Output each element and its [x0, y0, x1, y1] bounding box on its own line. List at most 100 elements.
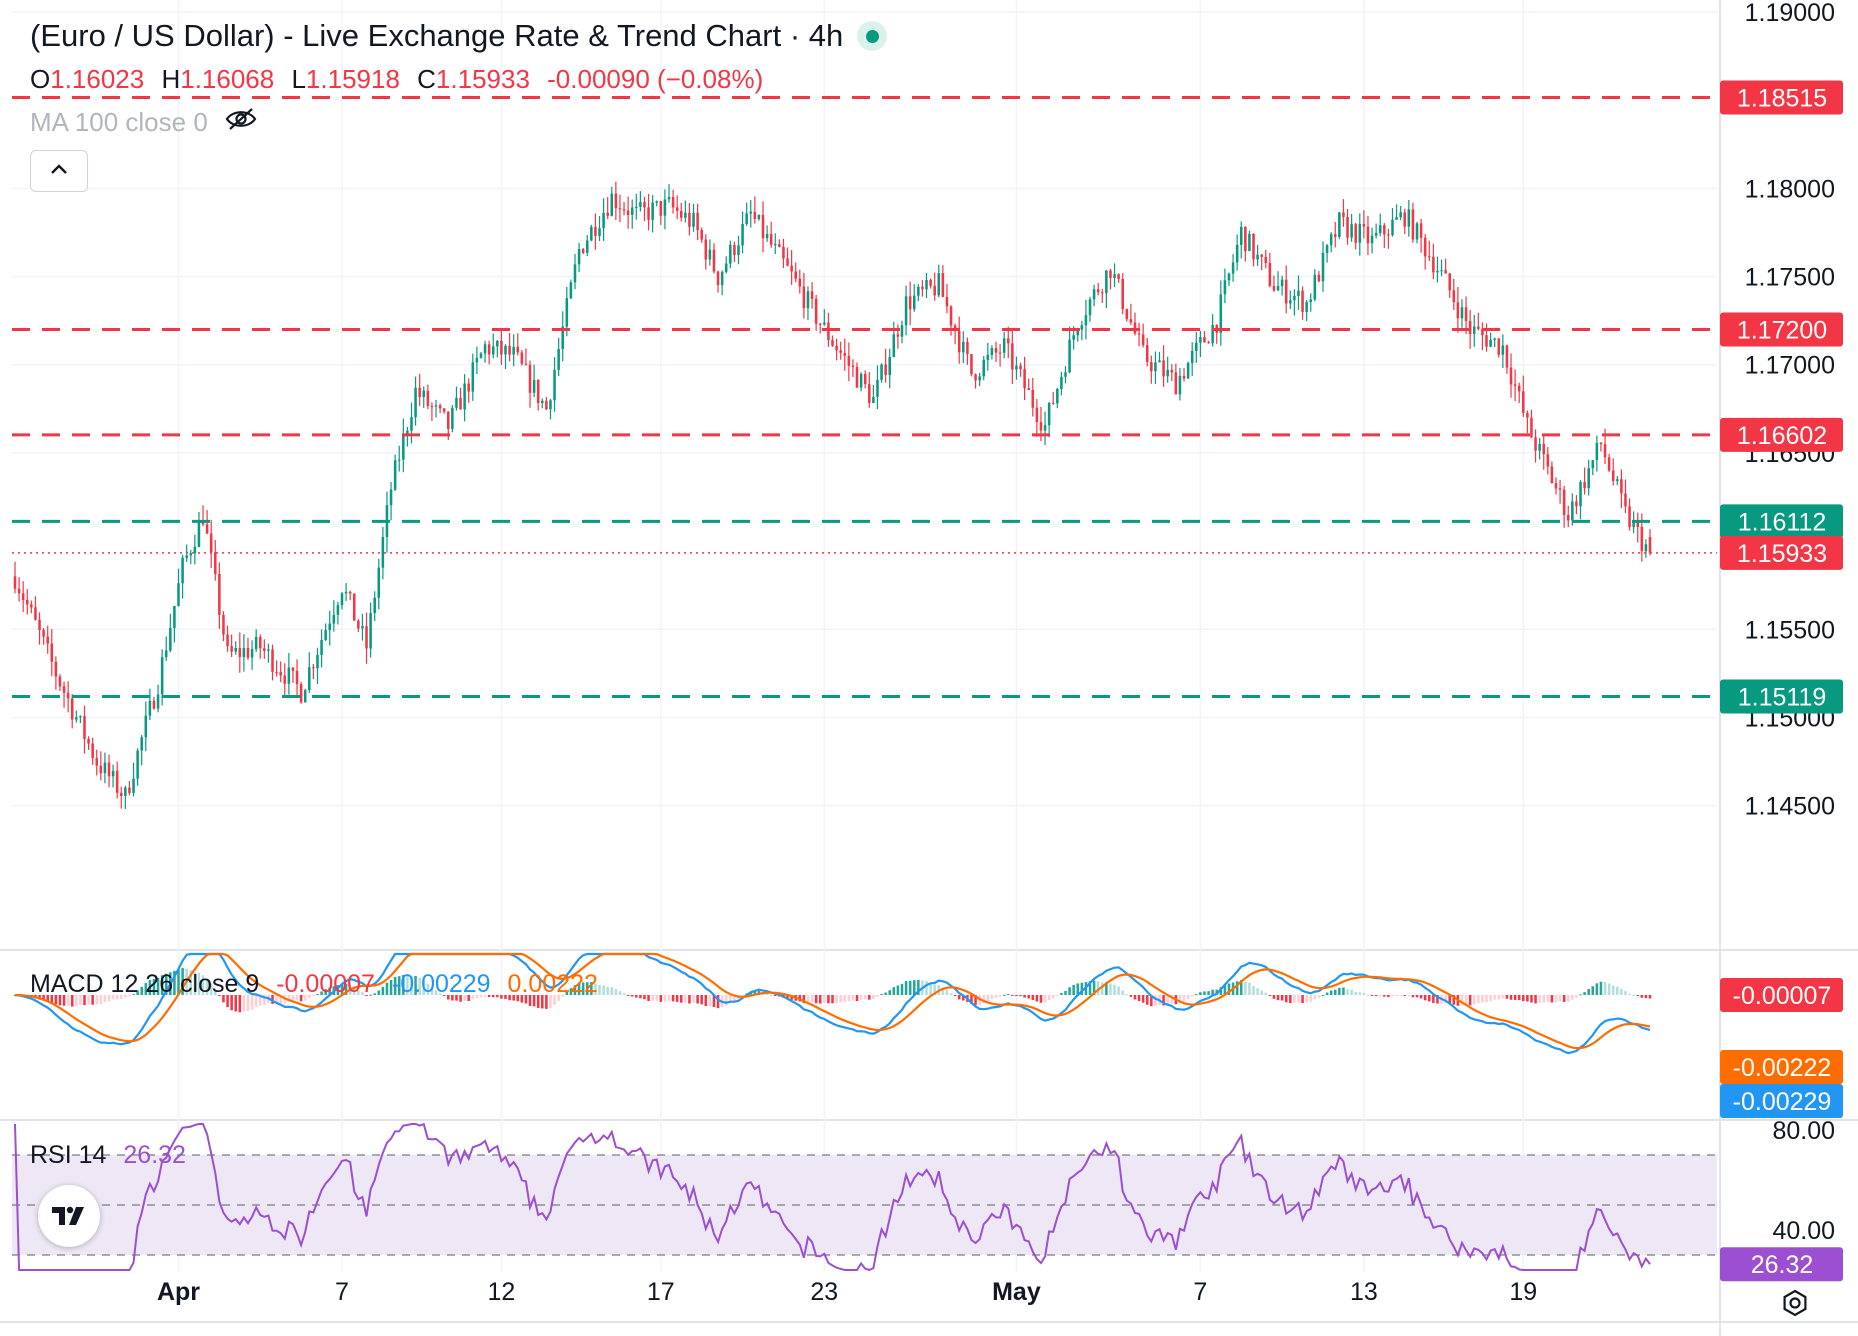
candle-body	[704, 239, 708, 260]
x-tick-label: 7	[1193, 1278, 1207, 1306]
candle-body	[1190, 351, 1194, 364]
macd-hist-bar	[1497, 995, 1501, 1000]
candle-body	[140, 737, 143, 751]
macd-hist-bar	[1321, 994, 1325, 996]
macd-hist-bar	[532, 995, 536, 1007]
candle-body	[79, 716, 82, 718]
macd-hist-bar	[917, 979, 920, 995]
macd-hist-bar	[655, 995, 659, 1001]
candle-body	[753, 211, 757, 220]
tradingview-logo[interactable]	[38, 1185, 100, 1247]
macd-hist-bar	[1150, 995, 1153, 1007]
candle-body	[279, 671, 282, 676]
candle-body	[275, 671, 278, 673]
candle-body	[1129, 319, 1133, 323]
macd-hist-bar	[962, 995, 965, 1001]
candle-body	[1440, 270, 1443, 272]
candle-body	[549, 400, 552, 410]
candle-body	[692, 212, 695, 227]
candle-body	[406, 430, 409, 434]
rsi-line	[14, 1122, 1651, 1272]
candle-body	[545, 400, 548, 410]
candle-body	[594, 226, 597, 236]
macd-hist-bar	[1415, 995, 1419, 998]
candle-body	[818, 323, 822, 325]
candle-body	[933, 285, 936, 296]
collapse-legend-button[interactable]	[30, 150, 88, 192]
candle-body	[1387, 234, 1390, 236]
candle-body	[38, 619, 41, 631]
candle-body	[1195, 342, 1198, 352]
macd-hist-bar	[704, 995, 708, 1007]
candle-body	[500, 340, 503, 355]
candle-body	[1252, 233, 1255, 260]
candle-body	[1362, 223, 1366, 227]
macd-hist-bar	[124, 995, 127, 998]
macd-hist-bar	[990, 995, 994, 1000]
candles-group	[13, 181, 1652, 809]
candle-body	[1101, 292, 1104, 294]
macd-hist-bar	[953, 995, 957, 997]
macd-hist-bar	[504, 995, 507, 1000]
macd-hist-bar	[1509, 995, 1513, 1000]
candle-body	[308, 667, 311, 691]
macd-hist-bar	[573, 985, 577, 995]
price-label-box	[1720, 312, 1843, 347]
candle-body	[516, 346, 520, 353]
macd-hist-bar	[868, 995, 871, 1000]
macd-hist-bar	[1370, 995, 1374, 996]
candle-body	[205, 524, 209, 534]
live-dot-icon	[857, 21, 888, 51]
macd-hist-bar	[896, 985, 900, 995]
macd-hist-bar	[1554, 995, 1558, 1003]
macd-hist-bar	[1252, 985, 1255, 995]
macd-hist-bar	[410, 976, 413, 995]
ma-legend[interactable]: MA 100 close 0	[30, 106, 258, 139]
candle-body	[1485, 335, 1488, 347]
candle-body	[1072, 335, 1075, 340]
macd-hist-bar	[982, 995, 986, 1004]
macd-hist-bar	[1338, 987, 1341, 995]
candle-body	[258, 637, 262, 649]
macd-hist-bar	[132, 994, 135, 996]
macd-hist-bar	[1595, 983, 1599, 995]
candle-body	[635, 206, 638, 208]
macd-hist-bar	[1546, 995, 1550, 1003]
candle-body	[1583, 481, 1586, 489]
candle-body	[1109, 270, 1112, 278]
macd-hist-bar	[459, 995, 462, 1002]
candle-body	[17, 588, 21, 594]
macd-hist-bar	[222, 995, 225, 1003]
macd-hist-bar	[1137, 995, 1141, 1002]
macd-hist-bar	[651, 995, 654, 1001]
candle-body	[1517, 385, 1521, 392]
candle-body	[541, 400, 544, 404]
candle-body	[647, 207, 650, 220]
candle-body	[949, 306, 953, 326]
x-tick-label: 23	[810, 1278, 838, 1306]
candle-body	[1076, 329, 1080, 336]
macd-hist-bar	[814, 995, 818, 1004]
macd-hist-bar	[287, 995, 291, 1002]
macd-hist-bar	[373, 993, 376, 995]
candle-body	[62, 686, 66, 693]
macd-signal-value: 0.00222	[507, 970, 598, 998]
candle-body	[868, 384, 871, 403]
macd-hist-bar	[1550, 995, 1554, 1003]
macd-hist-bar	[471, 995, 475, 1000]
candle-body	[553, 369, 556, 401]
candle-body	[422, 390, 426, 397]
macd-hist-bar	[1068, 987, 1071, 995]
macd-hist-bar	[986, 995, 990, 1002]
macd-hist-bar	[128, 995, 131, 997]
eye-off-icon[interactable]	[224, 106, 258, 139]
macd-hist-bar	[536, 995, 540, 1009]
price-label-box	[1720, 535, 1843, 570]
macd-hist-bar	[316, 994, 319, 996]
macd-hist-bar	[83, 995, 86, 1006]
macd-hist-bar	[1293, 995, 1296, 1003]
ma-label: MA 100 close 0	[30, 107, 208, 137]
settings-gear-icon[interactable]	[1780, 1288, 1810, 1318]
macd-hist-bar	[957, 995, 961, 1000]
